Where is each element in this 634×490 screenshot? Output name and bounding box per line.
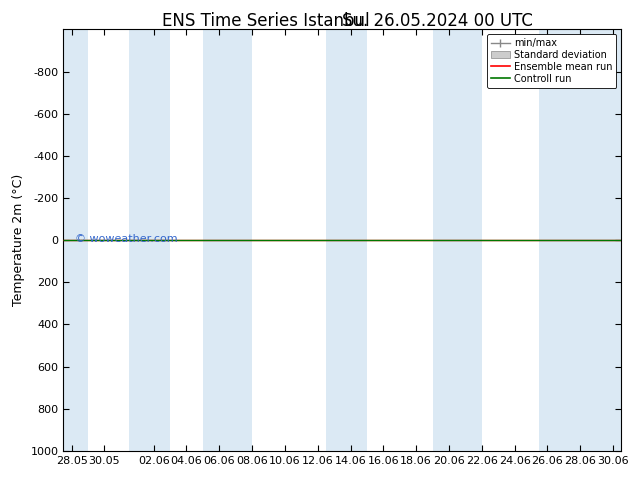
Text: Su. 26.05.2024 00 UTC: Su. 26.05.2024 00 UTC <box>342 12 533 30</box>
Bar <box>203 29 252 451</box>
Bar <box>63 29 88 451</box>
Text: ENS Time Series Istanbul: ENS Time Series Istanbul <box>162 12 370 30</box>
Y-axis label: Temperature 2m (°C): Temperature 2m (°C) <box>12 174 25 306</box>
Bar <box>432 29 482 451</box>
Legend: min/max, Standard deviation, Ensemble mean run, Controll run: min/max, Standard deviation, Ensemble me… <box>487 34 616 88</box>
Bar <box>129 29 170 451</box>
Bar <box>540 29 621 451</box>
Text: © woweather.com: © woweather.com <box>75 234 177 244</box>
Bar <box>326 29 367 451</box>
